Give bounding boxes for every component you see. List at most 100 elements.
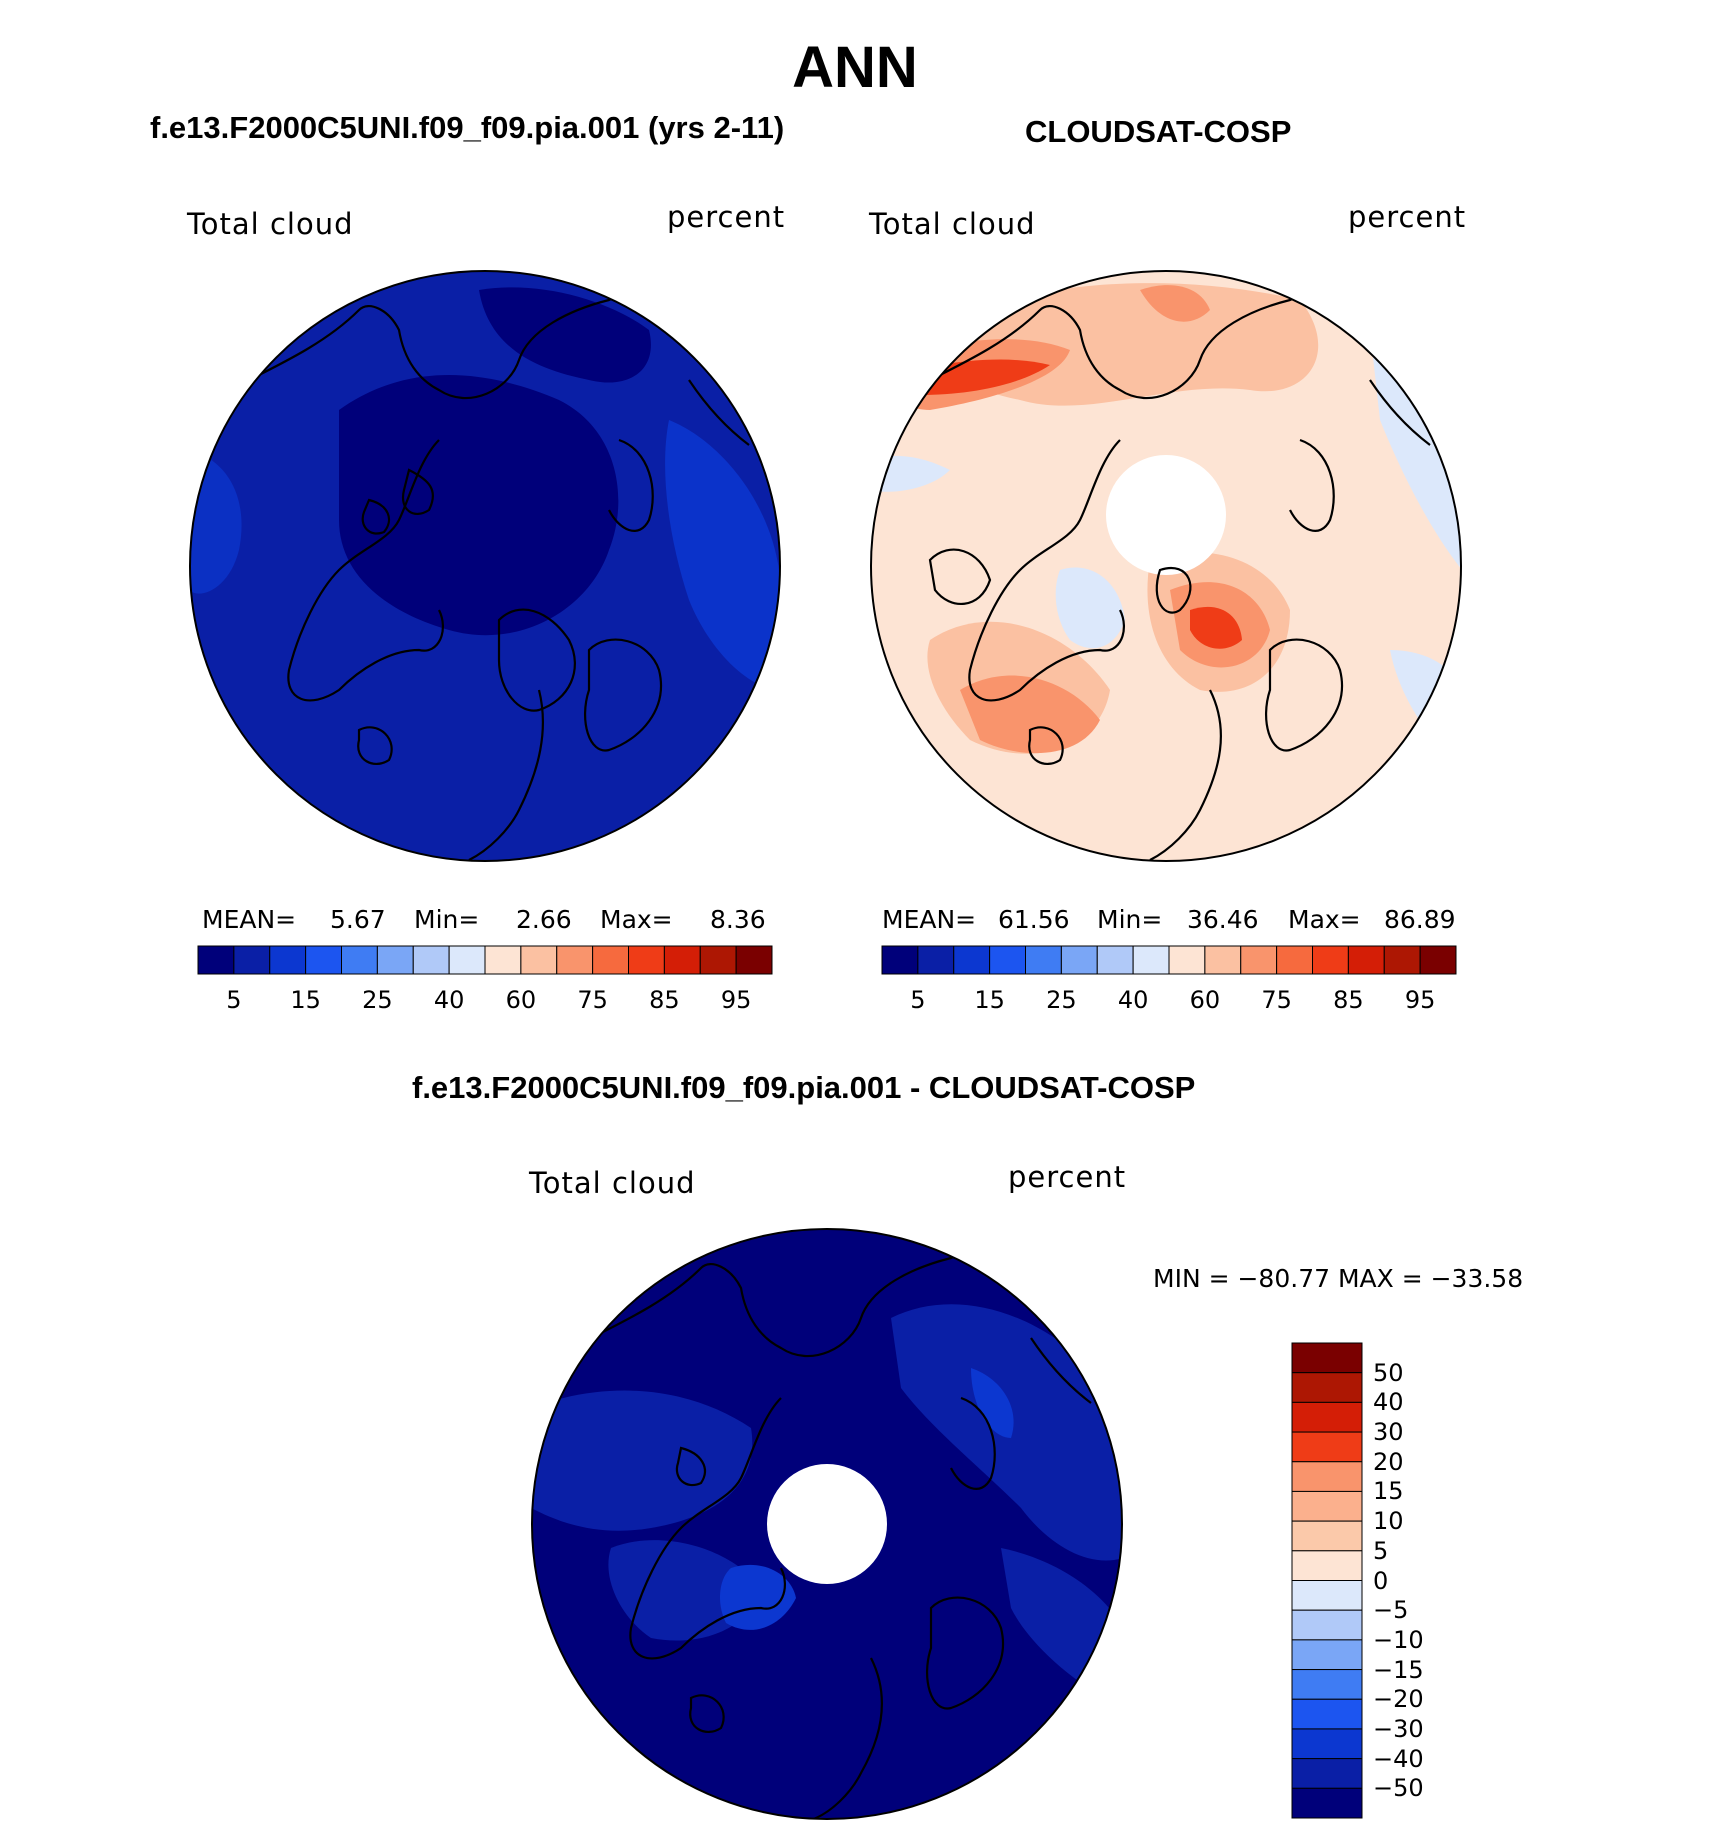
obs-max-label: Max= bbox=[1288, 905, 1361, 934]
model-mean-value: 5.67 bbox=[330, 905, 386, 934]
model-polar-map bbox=[189, 270, 781, 862]
obs-colorbar-swatch bbox=[1276, 945, 1313, 975]
model-colorbar-swatch bbox=[663, 945, 701, 975]
diff-field-mid bbox=[608, 1540, 761, 1641]
diff-coastlines bbox=[590, 1251, 1092, 1819]
obs-polar-map bbox=[870, 270, 1462, 862]
model-colorbar-tick-label: 5 bbox=[226, 986, 242, 1014]
diff-colorbar-tick-label: 5 bbox=[1373, 1536, 1389, 1565]
obs-colorbar-swatch bbox=[1096, 945, 1134, 975]
obs-colorbar-swatch bbox=[1383, 945, 1421, 975]
obs-colorbar-swatch bbox=[1347, 945, 1385, 975]
diff-colorbar-tick-label: −40 bbox=[1373, 1744, 1424, 1773]
diff-colorbar-tick-label: 50 bbox=[1373, 1358, 1404, 1387]
obs-max-value: 86.89 bbox=[1384, 905, 1456, 934]
model-colorbar-tick-label: 95 bbox=[720, 986, 752, 1014]
model-colorbar-swatch bbox=[412, 945, 450, 975]
diff-field-mid bbox=[532, 1390, 753, 1531]
obs-colorbar-tick-label: 95 bbox=[1404, 986, 1436, 1014]
model-colorbar-swatch bbox=[197, 945, 235, 975]
obs-field-strong bbox=[1140, 285, 1210, 322]
model-max-label: Max= bbox=[600, 905, 673, 934]
diff-colorbar-swatch bbox=[1291, 1669, 1363, 1700]
model-colorbar-swatch bbox=[520, 945, 558, 975]
obs-field-cool bbox=[1055, 567, 1125, 649]
obs-mean-label: MEAN= bbox=[882, 905, 977, 934]
diff-panel-title: f.e13.F2000C5UNI.f09_f09.pia.001 - CLOUD… bbox=[412, 1070, 1196, 1105]
model-colorbar-swatch bbox=[341, 945, 378, 975]
obs-colorbar-tick-label: 15 bbox=[974, 986, 1005, 1014]
model-variable-label: Total cloud bbox=[187, 207, 354, 241]
obs-mean-value: 61.56 bbox=[998, 905, 1070, 934]
obs-colorbar-tick-label: 40 bbox=[1117, 986, 1149, 1014]
diff-colorbar-tick-label: 15 bbox=[1373, 1477, 1404, 1506]
diff-units-label: percent bbox=[1008, 1160, 1127, 1194]
diff-colorbar-swatch bbox=[1291, 1431, 1363, 1463]
diff-colorbar-tick-label: 40 bbox=[1373, 1388, 1404, 1417]
model-colorbar-tick-label: 75 bbox=[577, 986, 608, 1014]
diff-colorbar-swatch bbox=[1291, 1728, 1363, 1760]
obs-colorbar-swatch bbox=[1025, 945, 1062, 975]
diff-colorbar-swatch bbox=[1291, 1372, 1363, 1403]
diff-colorbar-tick-label: 0 bbox=[1373, 1566, 1389, 1595]
diff-colorbar-swatch bbox=[1291, 1639, 1363, 1671]
obs-field-cool bbox=[871, 455, 950, 492]
diff-colorbar-swatch bbox=[1291, 1580, 1363, 1611]
diff-field-light bbox=[719, 1564, 796, 1630]
diff-variable-label: Total cloud bbox=[529, 1166, 696, 1200]
model-colorbar-swatch bbox=[699, 945, 737, 975]
diff-field-light bbox=[971, 1368, 1014, 1438]
obs-colorbar-swatch bbox=[1240, 945, 1278, 975]
model-colorbar-swatch bbox=[269, 945, 307, 975]
model-field-dark bbox=[339, 375, 619, 636]
diff-colorbar-swatch bbox=[1291, 1758, 1363, 1789]
diff-colorbar-swatch bbox=[1291, 1401, 1363, 1433]
obs-colorbar-swatch bbox=[989, 945, 1026, 975]
obs-map-border bbox=[870, 270, 1462, 862]
model-colorbar-swatch bbox=[448, 945, 486, 975]
model-colorbar-swatch bbox=[556, 945, 594, 975]
model-colorbar-tick-label: 40 bbox=[433, 986, 465, 1014]
diff-colorbar-swatch bbox=[1291, 1787, 1363, 1819]
model-colorbar-swatch bbox=[376, 945, 414, 975]
obs-min-label: Min= bbox=[1097, 905, 1163, 934]
diff-colorbar-tick-label: −30 bbox=[1373, 1714, 1424, 1743]
diff-colorbar-tick-label: −15 bbox=[1373, 1655, 1424, 1684]
diff-colorbar-swatch bbox=[1291, 1520, 1363, 1552]
diff-colorbar-swatch bbox=[1291, 1698, 1363, 1730]
obs-colorbar-swatch bbox=[917, 945, 955, 975]
diff-colorbar-swatch bbox=[1291, 1609, 1363, 1641]
main-title: ANN bbox=[792, 35, 918, 100]
obs-field-cool bbox=[1370, 330, 1461, 570]
model-units-label: percent bbox=[667, 200, 786, 234]
model-colorbar-tick-label: 60 bbox=[505, 986, 537, 1014]
obs-colorbar-swatch bbox=[1419, 945, 1457, 975]
model-colorbar-swatch bbox=[735, 945, 773, 975]
obs-colorbar-tick-label: 75 bbox=[1261, 986, 1292, 1014]
model-colorbar-swatch bbox=[628, 945, 665, 975]
diff-colorbar-swatch bbox=[1291, 1490, 1363, 1522]
obs-colorbar-tick-label: 5 bbox=[910, 986, 926, 1014]
diff-colorbar-tick-label: 30 bbox=[1373, 1418, 1404, 1447]
model-min-label: Min= bbox=[414, 905, 480, 934]
diff-colorbar-tick-label: −50 bbox=[1373, 1774, 1424, 1803]
model-max-value: 8.36 bbox=[710, 905, 766, 934]
obs-colorbar-swatch bbox=[1168, 945, 1206, 975]
model-field-dark bbox=[479, 287, 651, 383]
model-colorbar-swatch bbox=[484, 945, 522, 975]
obs-colorbar-swatch bbox=[1312, 945, 1349, 975]
obs-colorbar-tick-label: 85 bbox=[1333, 986, 1364, 1014]
diff-colorbar bbox=[1291, 1342, 1363, 1819]
obs-units-label: percent bbox=[1348, 200, 1467, 234]
diff-map-border bbox=[531, 1228, 1123, 1820]
diff-colorbar-tick-label: −5 bbox=[1373, 1596, 1409, 1625]
obs-colorbar-swatch bbox=[881, 945, 919, 975]
diff-polar-map bbox=[531, 1228, 1123, 1820]
diff-colorbar-tick-label: 20 bbox=[1373, 1447, 1404, 1476]
model-colorbar-tick-label: 85 bbox=[649, 986, 680, 1014]
obs-variable-label: Total cloud bbox=[869, 207, 1036, 241]
model-mean-label: MEAN= bbox=[202, 905, 297, 934]
model-colorbar bbox=[197, 945, 773, 975]
obs-colorbar-swatch bbox=[1204, 945, 1242, 975]
obs-no-data-hole bbox=[1106, 455, 1226, 575]
